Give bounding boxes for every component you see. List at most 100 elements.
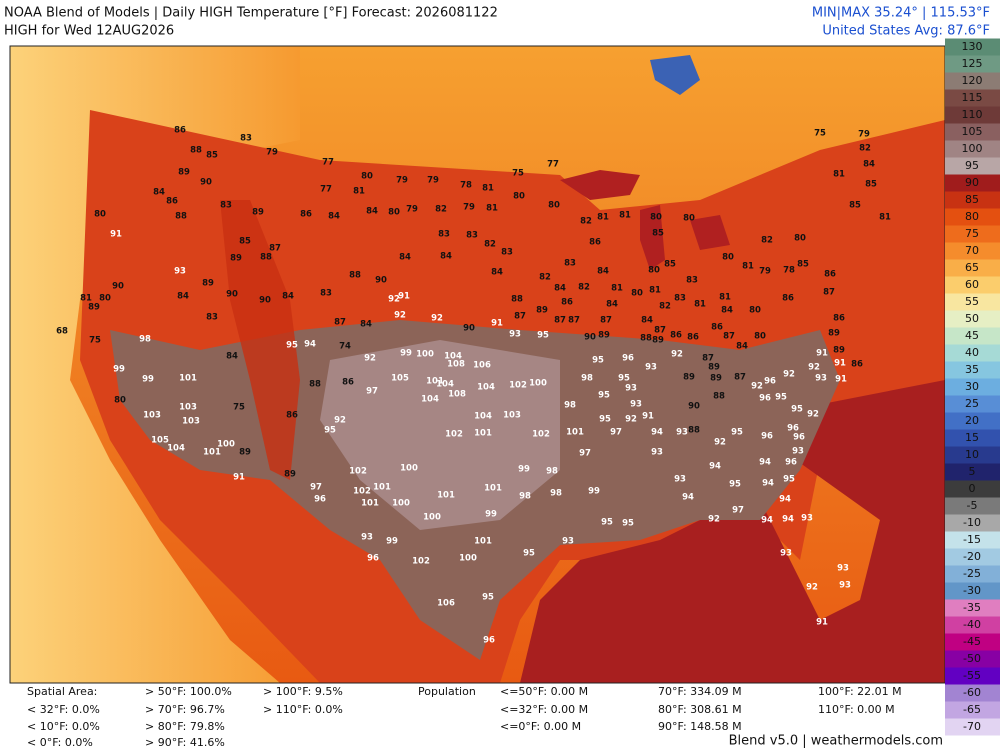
colorbar-label: 25 bbox=[965, 397, 979, 410]
station-temp: 95 bbox=[618, 374, 630, 384]
station-temp: 82 bbox=[761, 236, 773, 246]
colorbar-label: -10 bbox=[963, 516, 981, 529]
station-temp: 89 bbox=[708, 363, 720, 373]
station-temp: 95 bbox=[592, 356, 604, 366]
map-background bbox=[9, 45, 946, 684]
colorbar-label: -40 bbox=[963, 618, 981, 631]
station-temp: 82 bbox=[435, 205, 447, 215]
station-temp: 95 bbox=[731, 428, 743, 438]
colorbar-swatch bbox=[945, 72, 1000, 90]
header-title: NOAA Blend of Models | Daily HIGH Temper… bbox=[4, 6, 498, 21]
population-stat: 80°F: 308.61 M bbox=[658, 703, 742, 716]
station-temp: 81 bbox=[742, 262, 754, 272]
station-temp: 94 bbox=[761, 516, 773, 526]
station-temp: 81 bbox=[649, 286, 661, 296]
station-temp: 80 bbox=[361, 172, 373, 182]
colorbar-swatch bbox=[945, 191, 1000, 209]
spatial-stat: < 32°F: 0.0% bbox=[27, 703, 100, 716]
colorbar-swatch bbox=[945, 157, 1000, 175]
spatial-stat: > 110°F: 0.0% bbox=[263, 703, 343, 716]
station-temp: 89 bbox=[284, 470, 296, 480]
station-temp: 93 bbox=[361, 533, 373, 543]
station-temp: 94 bbox=[782, 515, 794, 525]
station-temp: 94 bbox=[682, 493, 694, 503]
station-temp: 95 bbox=[537, 331, 549, 341]
station-temp: 86 bbox=[782, 294, 794, 304]
station-temp: 96 bbox=[759, 394, 771, 404]
station-temp: 98 bbox=[550, 489, 562, 499]
station-temp: 100 bbox=[459, 554, 477, 564]
station-temp: 92 bbox=[806, 583, 818, 593]
station-temp: 89 bbox=[833, 346, 845, 356]
colorbar-swatch bbox=[945, 310, 1000, 328]
colorbar-swatch bbox=[945, 480, 1000, 498]
station-temp: 92 bbox=[671, 350, 683, 360]
station-temp: 84 bbox=[440, 252, 452, 262]
colorbar-swatch bbox=[945, 89, 1000, 107]
station-temp: 85 bbox=[239, 237, 251, 247]
colorbar-swatch bbox=[945, 429, 1000, 447]
station-temp: 80 bbox=[94, 210, 106, 220]
colorbar-label: -55 bbox=[963, 669, 981, 682]
station-temp: 91 bbox=[835, 375, 847, 385]
colorbar-swatch bbox=[945, 259, 1000, 277]
station-temp: 86 bbox=[561, 298, 573, 308]
station-temp: 86 bbox=[286, 411, 298, 421]
station-temp: 101 bbox=[361, 499, 379, 509]
colorbar-label: 125 bbox=[962, 57, 983, 70]
station-temp: 68 bbox=[56, 327, 68, 337]
spatial-stat: < 10°F: 0.0% bbox=[27, 720, 100, 733]
station-temp: 90 bbox=[463, 324, 475, 334]
station-temp: 88 bbox=[260, 253, 272, 263]
station-temp: 102 bbox=[445, 430, 463, 440]
station-temp: 80 bbox=[388, 208, 400, 218]
station-temp: 101 bbox=[484, 484, 502, 494]
station-temp: 88 bbox=[190, 146, 202, 156]
station-temp: 85 bbox=[664, 260, 676, 270]
station-temp: 92 bbox=[388, 295, 400, 305]
station-temp: 104 bbox=[477, 383, 495, 393]
station-temp: 92 bbox=[625, 415, 637, 425]
station-temp: 93 bbox=[815, 374, 827, 384]
station-temp: 90 bbox=[112, 282, 124, 292]
station-temp: 100 bbox=[529, 379, 547, 389]
colorbar-label: 50 bbox=[965, 312, 979, 325]
colorbar-label: 115 bbox=[962, 91, 983, 104]
spatial-stat: > 90°F: 41.6% bbox=[145, 736, 225, 749]
station-temp: 86 bbox=[711, 323, 723, 333]
station-temp: 100 bbox=[423, 513, 441, 523]
station-temp: 95 bbox=[783, 475, 795, 485]
station-temp: 82 bbox=[578, 283, 590, 293]
station-temp: 101 bbox=[203, 448, 221, 458]
colorbar-swatch bbox=[945, 701, 1000, 719]
station-temp: 87 bbox=[654, 326, 666, 336]
station-temp: 92 bbox=[783, 370, 795, 380]
header-subtitle: HIGH for Wed 12AUG2026 bbox=[4, 24, 174, 39]
station-temp: 100 bbox=[400, 464, 418, 474]
colorbar-swatch bbox=[945, 412, 1000, 430]
station-temp: 104 bbox=[167, 444, 185, 454]
station-temp: 104 bbox=[444, 352, 462, 362]
station-temp: 91 bbox=[491, 319, 503, 329]
colorbar-label: 35 bbox=[965, 363, 979, 376]
station-temp: 95 bbox=[324, 426, 336, 436]
station-temp: 86 bbox=[342, 378, 354, 388]
station-temp: 104 bbox=[421, 395, 439, 405]
colorbar-label: 100 bbox=[962, 142, 983, 155]
colorbar-swatch bbox=[945, 463, 1000, 481]
spatial-stat: > 50°F: 100.0% bbox=[145, 685, 232, 698]
station-temp: 95 bbox=[482, 593, 494, 603]
station-temp: 96 bbox=[367, 554, 379, 564]
station-temp: 85 bbox=[797, 260, 809, 270]
colorbar-swatch bbox=[945, 140, 1000, 158]
station-temp: 79 bbox=[266, 148, 278, 158]
station-temp: 92 bbox=[431, 314, 443, 324]
colorbar-label: 10 bbox=[965, 448, 979, 461]
station-temp: 103 bbox=[143, 411, 161, 421]
colorbar-swatch bbox=[945, 582, 1000, 600]
station-temp: 96 bbox=[764, 377, 776, 387]
station-temp: 90 bbox=[259, 296, 271, 306]
station-temp: 92 bbox=[807, 410, 819, 420]
station-temp: 90 bbox=[375, 276, 387, 286]
station-temp: 102 bbox=[349, 467, 367, 477]
